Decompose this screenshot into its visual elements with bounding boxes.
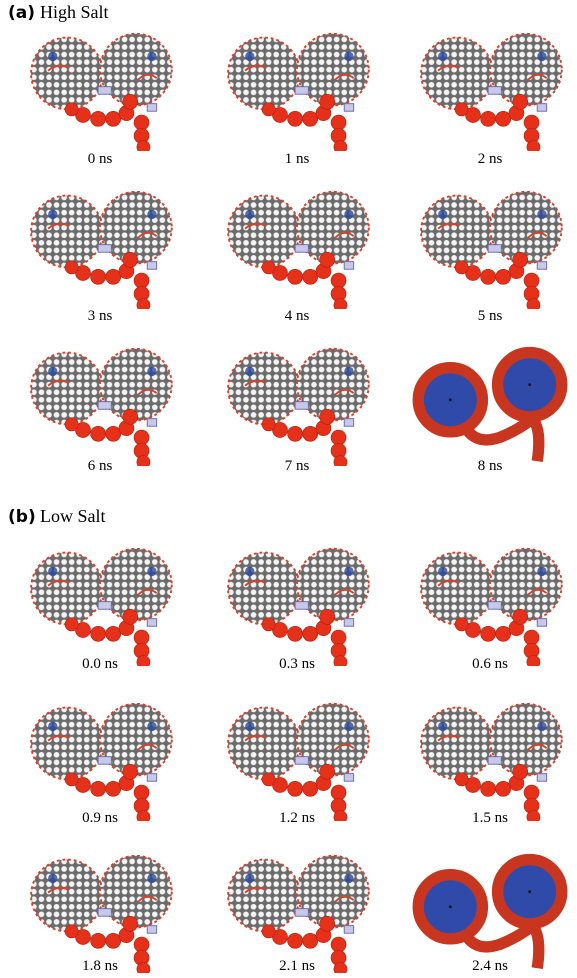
snapshot bbox=[228, 34, 369, 154]
snapshot bbox=[418, 353, 562, 462]
frame-caption: 1.2 ns bbox=[279, 810, 315, 826]
frame-caption: 2 ns bbox=[478, 151, 503, 167]
snapshot bbox=[228, 704, 369, 824]
frame-caption: 0.0 ns bbox=[82, 656, 118, 672]
frame-caption: 6 ns bbox=[88, 458, 113, 474]
frame-caption: 3 ns bbox=[88, 308, 113, 324]
panel-letter: (b) bbox=[8, 507, 36, 527]
snapshot bbox=[31, 34, 172, 154]
frame-caption: 0 ns bbox=[88, 151, 113, 167]
snapshot bbox=[421, 549, 562, 669]
figure: (a)High Salt 0 ns 1 ns 2 ns 3 ns 4 ns 5 ns 6 ns… bbox=[0, 0, 577, 978]
frame-caption: 4 ns bbox=[285, 308, 310, 324]
frame-caption: 5 ns bbox=[478, 308, 503, 324]
frame-caption: 0.3 ns bbox=[279, 656, 315, 672]
snapshot bbox=[421, 192, 562, 312]
frame-caption: 1.8 ns bbox=[82, 958, 118, 974]
snapshot bbox=[31, 549, 172, 669]
snapshot bbox=[228, 349, 369, 469]
frame-caption: 0.9 ns bbox=[82, 810, 118, 826]
snapshot bbox=[228, 549, 369, 669]
frame-caption: 0.6 ns bbox=[472, 656, 508, 672]
frame-caption: 1.5 ns bbox=[472, 810, 508, 826]
panel-title: Low Salt bbox=[40, 506, 106, 526]
frame-caption: 2.1 ns bbox=[279, 958, 315, 974]
panel-title: High Salt bbox=[40, 2, 109, 22]
snapshot bbox=[31, 349, 172, 469]
panel-letter: (a) bbox=[8, 3, 35, 23]
frame-caption: 1 ns bbox=[285, 151, 310, 167]
snapshot bbox=[228, 192, 369, 312]
snapshot bbox=[31, 704, 172, 824]
snapshot bbox=[31, 192, 172, 312]
frame-caption: 8 ns bbox=[478, 458, 503, 474]
frame-caption: 7 ns bbox=[285, 458, 310, 474]
snapshot bbox=[421, 34, 562, 154]
snapshot bbox=[418, 860, 562, 969]
snapshot bbox=[421, 704, 562, 824]
frame-caption: 2.4 ns bbox=[472, 958, 508, 974]
